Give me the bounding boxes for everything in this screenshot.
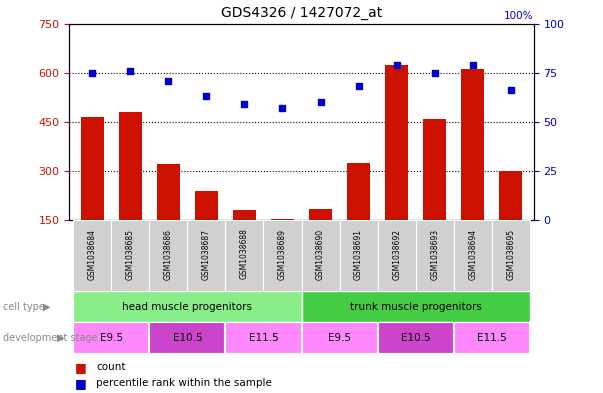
Text: E9.5: E9.5 [99, 333, 123, 343]
Bar [271, 219, 294, 220]
Point [468, 62, 478, 68]
Point [430, 70, 440, 76]
Text: E9.5: E9.5 [328, 333, 351, 343]
Bar [233, 210, 256, 220]
Point [277, 105, 287, 111]
Text: ▶: ▶ [57, 333, 64, 343]
Text: GSM1038688: GSM1038688 [240, 229, 249, 279]
Bar [150, 220, 188, 291]
Bar [119, 112, 142, 220]
Point [125, 68, 135, 74]
Text: percentile rank within the sample: percentile rank within the sample [96, 378, 273, 388]
Bar [377, 322, 453, 354]
Text: cell type: cell type [3, 301, 45, 312]
Bar [81, 117, 104, 220]
Bar [188, 220, 226, 291]
Text: GSM1038690: GSM1038690 [316, 228, 325, 279]
Text: ■: ■ [75, 376, 87, 390]
Bar [73, 322, 150, 354]
Bar [111, 220, 150, 291]
Bar [73, 291, 302, 322]
Bar [157, 164, 180, 220]
Bar [385, 64, 408, 220]
Bar [423, 119, 446, 220]
Text: count: count [96, 362, 126, 373]
Text: E10.5: E10.5 [172, 333, 202, 343]
Bar [453, 322, 530, 354]
Text: head muscle progenitors: head muscle progenitors [122, 301, 252, 312]
Bar [195, 191, 218, 220]
Bar [226, 322, 302, 354]
Text: 100%: 100% [504, 11, 534, 21]
Text: GSM1038694: GSM1038694 [469, 228, 477, 279]
Text: GSM1038689: GSM1038689 [278, 229, 287, 279]
Text: GSM1038695: GSM1038695 [507, 228, 516, 279]
Point [163, 77, 173, 84]
Bar [302, 220, 339, 291]
Bar [339, 220, 377, 291]
Text: GSM1038693: GSM1038693 [430, 228, 439, 279]
Bar [347, 163, 370, 220]
Text: GSM1038684: GSM1038684 [87, 229, 96, 279]
Bar [377, 220, 415, 291]
Text: E11.5: E11.5 [477, 333, 507, 343]
Bar [302, 322, 377, 354]
Bar [73, 220, 111, 291]
Title: GDS4326 / 1427072_at: GDS4326 / 1427072_at [221, 6, 382, 20]
Text: GSM1038685: GSM1038685 [126, 229, 134, 279]
Bar [492, 220, 530, 291]
Text: GSM1038692: GSM1038692 [392, 229, 401, 279]
Bar [461, 70, 484, 220]
Text: GSM1038691: GSM1038691 [354, 229, 363, 279]
Point [354, 83, 364, 90]
Text: E11.5: E11.5 [248, 333, 279, 343]
Point [87, 70, 97, 76]
Text: GSM1038687: GSM1038687 [202, 229, 211, 279]
Text: E10.5: E10.5 [401, 333, 431, 343]
Point [392, 62, 402, 68]
Bar [264, 220, 302, 291]
Text: ▶: ▶ [43, 301, 51, 312]
Bar [302, 291, 530, 322]
Point [239, 101, 249, 107]
Bar [309, 209, 332, 220]
Text: trunk muscle progenitors: trunk muscle progenitors [350, 301, 482, 312]
Bar [499, 171, 522, 220]
Point [506, 87, 516, 94]
Point [316, 99, 326, 105]
Text: ■: ■ [75, 361, 87, 374]
Text: GSM1038686: GSM1038686 [164, 229, 173, 279]
Bar [150, 322, 226, 354]
Text: development stage: development stage [3, 333, 98, 343]
Bar [415, 220, 453, 291]
Bar [453, 220, 492, 291]
Bar [226, 220, 264, 291]
Point [201, 93, 211, 99]
